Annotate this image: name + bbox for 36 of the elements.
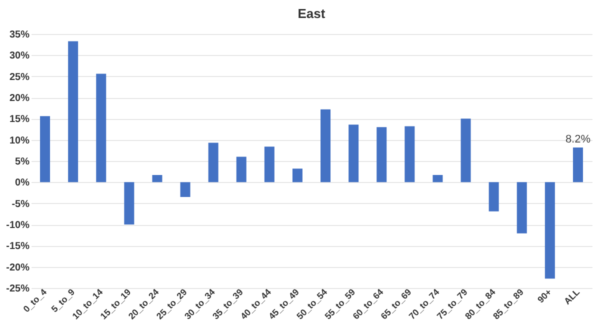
bar: [348, 124, 359, 182]
y-tick-label: -15%: [6, 241, 30, 252]
y-tick-label: 10%: [9, 135, 30, 146]
y-tick-label: -5%: [12, 198, 30, 210]
bar: [264, 146, 274, 182]
bar: [516, 182, 527, 234]
bar: [292, 168, 302, 182]
bar: [320, 109, 331, 182]
chart-title: East: [298, 6, 326, 21]
bar: [152, 174, 162, 182]
y-tick-label: -20%: [6, 262, 30, 274]
bar: [572, 147, 583, 182]
bar: [460, 118, 471, 182]
bar: [40, 116, 50, 182]
bar: [544, 182, 555, 279]
y-tick-label: 15%: [9, 114, 30, 126]
bar: [488, 182, 499, 212]
data-label: 8.2%: [565, 133, 591, 146]
bar: [124, 182, 134, 224]
y-tick-label: 35%: [9, 30, 30, 40]
bar: [96, 74, 106, 182]
bar: [376, 127, 387, 182]
x-tick-label: 90+: [536, 286, 554, 305]
y-tick-label: 5%: [15, 156, 30, 168]
y-tick-label: -10%: [6, 220, 30, 231]
bar: [208, 142, 218, 182]
bar: [68, 41, 78, 182]
bar: [236, 156, 246, 182]
bar: [432, 174, 443, 182]
y-tick-label: 0%: [15, 178, 30, 189]
bar: [180, 182, 190, 197]
bar: [404, 126, 415, 182]
y-tick-label: 20%: [9, 93, 30, 104]
y-tick-label: 25%: [9, 72, 30, 83]
y-tick-label: 30%: [9, 50, 30, 62]
x-tick-label: ALL: [562, 286, 582, 306]
